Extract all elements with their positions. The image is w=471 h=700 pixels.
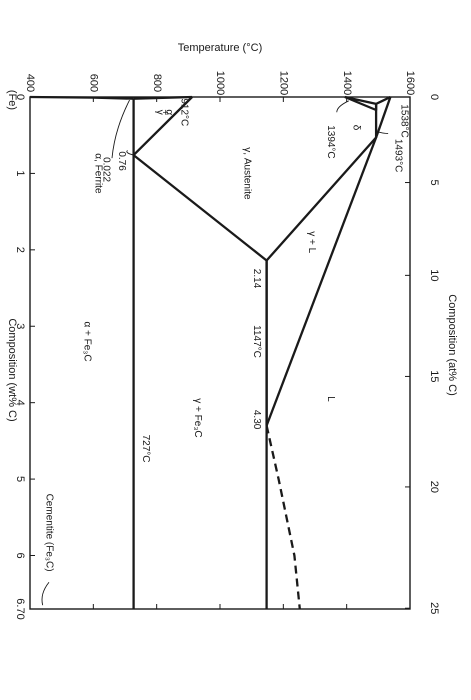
composition-wt-tick-label: 6.70 <box>14 598 26 619</box>
composition-wt-tick-label: 2 <box>14 247 26 253</box>
composition-at-tick-label: 0 <box>428 94 440 100</box>
region-liquid: L <box>325 396 336 402</box>
phase-boundary-line <box>265 137 378 427</box>
leader-line <box>377 131 389 135</box>
wt-axis-title: Composition (wt% C) <box>6 318 18 421</box>
phase-boundary-line <box>133 95 193 100</box>
temperature-tick-label: 1000 <box>214 71 226 95</box>
temperature-tick-label: 600 <box>87 74 99 92</box>
composition-wt-tick-label: 1 <box>14 170 26 176</box>
region-gamma-fe3c: γ + Fe₃C <box>192 398 203 437</box>
temperature-tick-label: 1200 <box>277 71 289 95</box>
leader-line <box>126 150 134 156</box>
label-912: 912°C <box>178 98 189 126</box>
composition-wt-tick-label: 0 <box>14 94 26 100</box>
label-1394: 1394°C <box>325 125 336 158</box>
region-alpha-gamma-alpha: α <box>164 109 175 115</box>
label-1538: 1538°C <box>399 104 410 137</box>
label-727: 727°C <box>140 435 151 463</box>
label-1493: 1493°C <box>392 139 403 172</box>
composition-wt-tick-label: 5 <box>14 476 26 482</box>
leader-line <box>336 100 349 113</box>
region-alpha-ferrite: α, Ferrite <box>92 153 103 194</box>
region-gamma-liquid: γ + L <box>306 231 317 253</box>
temperature-tick-label: 400 <box>24 74 36 92</box>
at-axis-title: Composition (at% C) <box>446 294 458 395</box>
composition-wt-tick-label: 6 <box>14 552 26 558</box>
phase-boundary-line <box>375 96 392 138</box>
leader-line <box>41 581 50 606</box>
label-0-022: 0.022 <box>100 157 111 182</box>
phase-boundary-line <box>265 425 301 610</box>
region-alpha-fe3c: α + Fe₃C <box>81 321 92 361</box>
region-austenite: γ, Austenite <box>241 147 252 200</box>
composition-at-tick-label: 15 <box>428 370 440 382</box>
phase-boundary-line <box>344 95 378 112</box>
composition-at-tick-label: 10 <box>428 269 440 281</box>
label-4-30: 4.30 <box>251 410 262 430</box>
composition-at-tick-label: 20 <box>428 481 440 493</box>
composition-wt-tick-label: 4 <box>14 400 26 406</box>
temperature-axis-title: Temperature (°C) <box>178 42 262 54</box>
region-delta: δ <box>351 125 362 131</box>
composition-wt-tick-label: 3 <box>14 323 26 329</box>
composition-at-tick-label: 5 <box>428 179 440 185</box>
temperature-tick-label: 800 <box>151 74 163 92</box>
region-alpha-gamma-gamma: γ <box>154 110 165 115</box>
fe-origin-label: (Fe) <box>6 90 18 110</box>
label-1147: 1147°C <box>251 325 262 358</box>
temperature-tick-label: 1400 <box>341 71 353 95</box>
region-alpha-gamma-plus: + <box>159 109 170 115</box>
label-0-76: 0.76 <box>116 151 127 171</box>
phase-boundary-line <box>29 95 134 100</box>
label-2-14: 2.14 <box>251 269 262 289</box>
region-cementite: Cementite (Fe₃C) <box>43 494 54 572</box>
temperature-tick-label: 1600 <box>404 71 416 95</box>
composition-at-tick-label: 25 <box>428 602 440 614</box>
leader-line <box>111 99 130 159</box>
